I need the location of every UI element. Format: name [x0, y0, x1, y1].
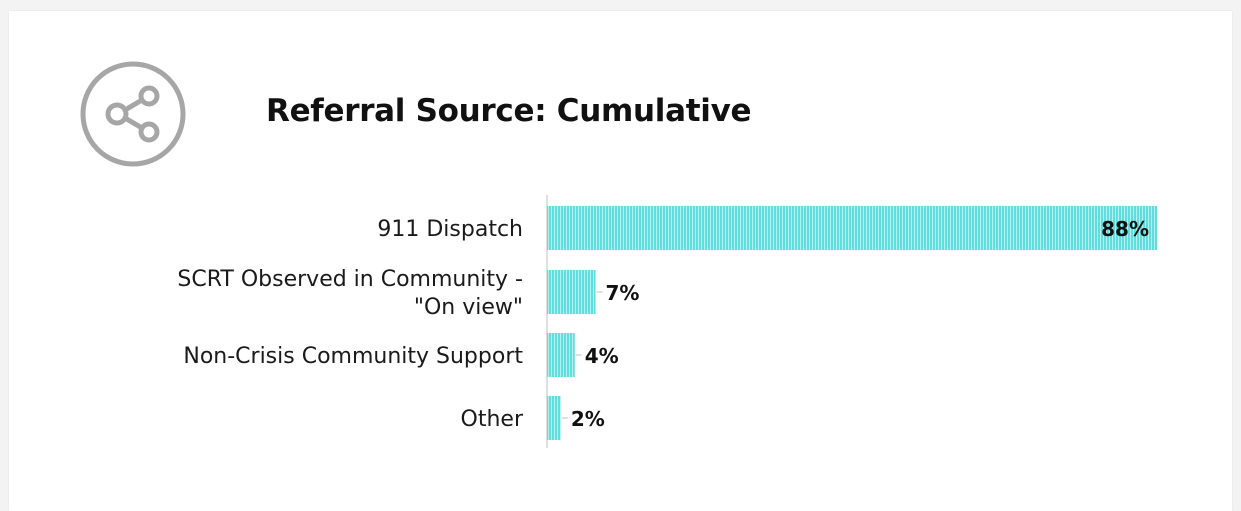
chart-title: Referral Source: Cumulative: [266, 93, 752, 129]
category-label: Non-Crisis Community Support: [183, 344, 523, 369]
chart-card: [9, 11, 1232, 511]
category-label: Other: [461, 407, 524, 432]
data-label: 4%: [585, 344, 619, 368]
category-label: 911 Dispatch: [377, 217, 523, 242]
data-label: 2%: [571, 407, 605, 431]
share-icon: [79, 60, 187, 168]
bar: [547, 333, 575, 377]
bar: [547, 270, 596, 314]
data-label: 88%: [1101, 217, 1149, 241]
bar: [547, 396, 561, 440]
category-label: SCRT Observed in Community -: [177, 267, 523, 292]
bar: [547, 206, 1157, 250]
data-label: 7%: [606, 281, 640, 305]
category-label: "On view": [414, 295, 523, 320]
